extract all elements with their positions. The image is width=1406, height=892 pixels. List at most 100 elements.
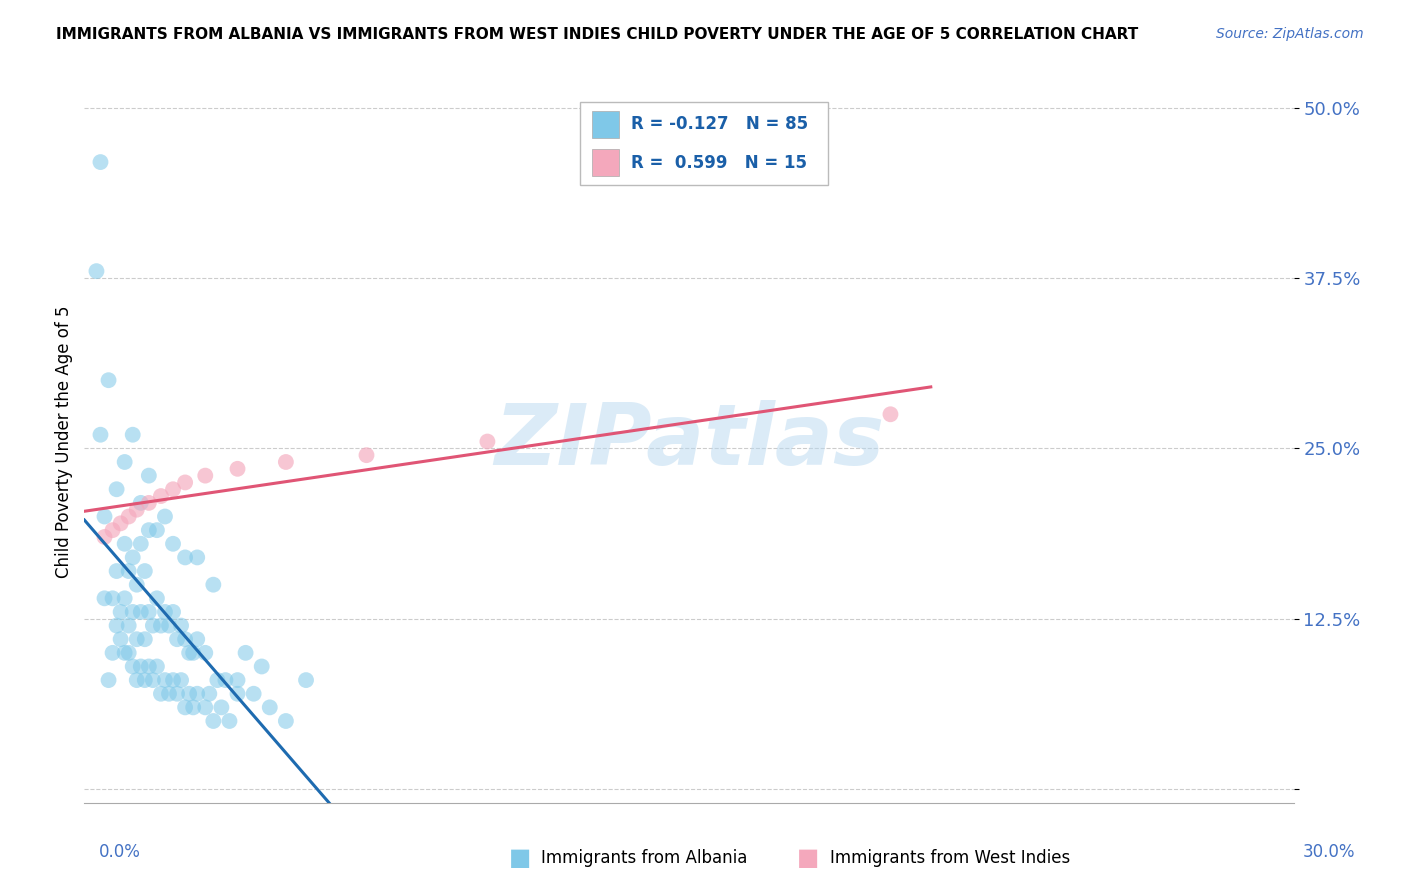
Point	[101, 591, 124, 606]
Point	[142, 618, 165, 632]
Point	[166, 687, 188, 701]
Point	[97, 673, 120, 687]
Point	[202, 714, 225, 728]
Point	[129, 496, 152, 510]
Point	[142, 673, 165, 687]
Text: Source: ZipAtlas.com: Source: ZipAtlas.com	[1216, 27, 1364, 41]
Point	[134, 632, 156, 647]
Point	[259, 700, 281, 714]
Bar	[592, 111, 619, 138]
Point	[174, 475, 197, 490]
Point	[170, 673, 193, 687]
Point	[179, 646, 201, 660]
Point	[226, 687, 249, 701]
Point	[134, 673, 156, 687]
Point	[149, 489, 172, 503]
Point	[209, 700, 232, 714]
Point	[121, 550, 143, 565]
Point	[174, 700, 197, 714]
Y-axis label: Child Poverty Under the Age of 5: Child Poverty Under the Age of 5	[55, 305, 73, 578]
Point	[114, 537, 136, 551]
Point	[138, 605, 160, 619]
Point	[93, 591, 115, 606]
Point	[162, 605, 184, 619]
Point	[879, 407, 901, 421]
Text: Immigrants from Albania: Immigrants from Albania	[541, 849, 748, 867]
Point	[198, 687, 221, 701]
Point	[89, 155, 111, 169]
Text: R =  0.599   N = 15: R = 0.599 N = 15	[631, 153, 807, 171]
Point	[97, 373, 120, 387]
Point	[153, 509, 176, 524]
Point	[114, 455, 136, 469]
Point	[114, 591, 136, 606]
Text: IMMIGRANTS FROM ALBANIA VS IMMIGRANTS FROM WEST INDIES CHILD POVERTY UNDER THE A: IMMIGRANTS FROM ALBANIA VS IMMIGRANTS FR…	[56, 27, 1139, 42]
Point	[157, 687, 180, 701]
Point	[125, 577, 148, 591]
Point	[274, 455, 297, 469]
Point	[179, 687, 201, 701]
Point	[121, 427, 143, 442]
Text: R = -0.127   N = 85: R = -0.127 N = 85	[631, 115, 808, 133]
Point	[181, 646, 204, 660]
Point	[138, 468, 160, 483]
Point	[356, 448, 378, 462]
Point	[218, 714, 240, 728]
Point	[121, 659, 143, 673]
Point	[295, 673, 318, 687]
Point	[166, 632, 188, 647]
Point	[93, 530, 115, 544]
Point	[149, 687, 172, 701]
Point	[118, 646, 141, 660]
Point	[242, 687, 264, 701]
Point	[121, 605, 143, 619]
Point	[101, 523, 124, 537]
Point	[186, 550, 208, 565]
Point	[86, 264, 108, 278]
Point	[118, 564, 141, 578]
Point	[194, 700, 217, 714]
Point	[114, 646, 136, 660]
Point	[162, 537, 184, 551]
Point	[105, 618, 128, 632]
Point	[110, 605, 132, 619]
Point	[146, 659, 169, 673]
Point	[138, 659, 160, 673]
Text: Immigrants from West Indies: Immigrants from West Indies	[830, 849, 1070, 867]
Point	[110, 516, 132, 531]
Point	[146, 591, 169, 606]
Bar	[592, 149, 619, 177]
Point	[125, 502, 148, 516]
Point	[138, 496, 160, 510]
Point	[162, 673, 184, 687]
Point	[146, 523, 169, 537]
Text: 0.0%: 0.0%	[98, 843, 141, 861]
Point	[226, 462, 249, 476]
Point	[125, 673, 148, 687]
Point	[174, 550, 197, 565]
Point	[105, 564, 128, 578]
Point	[250, 659, 273, 673]
Point	[157, 618, 180, 632]
Point	[153, 605, 176, 619]
Point	[194, 468, 217, 483]
Point	[129, 605, 152, 619]
Point	[477, 434, 499, 449]
Point	[129, 659, 152, 673]
Point	[214, 673, 236, 687]
Text: 30.0%: 30.0%	[1302, 843, 1355, 861]
Point	[118, 618, 141, 632]
Point	[194, 646, 217, 660]
Point	[186, 687, 208, 701]
Text: ZIPatlas: ZIPatlas	[494, 400, 884, 483]
Point	[101, 646, 124, 660]
Point	[174, 632, 197, 647]
Point	[118, 509, 141, 524]
Text: ■: ■	[509, 847, 531, 870]
Point	[202, 577, 225, 591]
Point	[149, 618, 172, 632]
Point	[226, 673, 249, 687]
FancyBboxPatch shape	[581, 102, 828, 185]
Point	[274, 714, 297, 728]
Point	[235, 646, 257, 660]
